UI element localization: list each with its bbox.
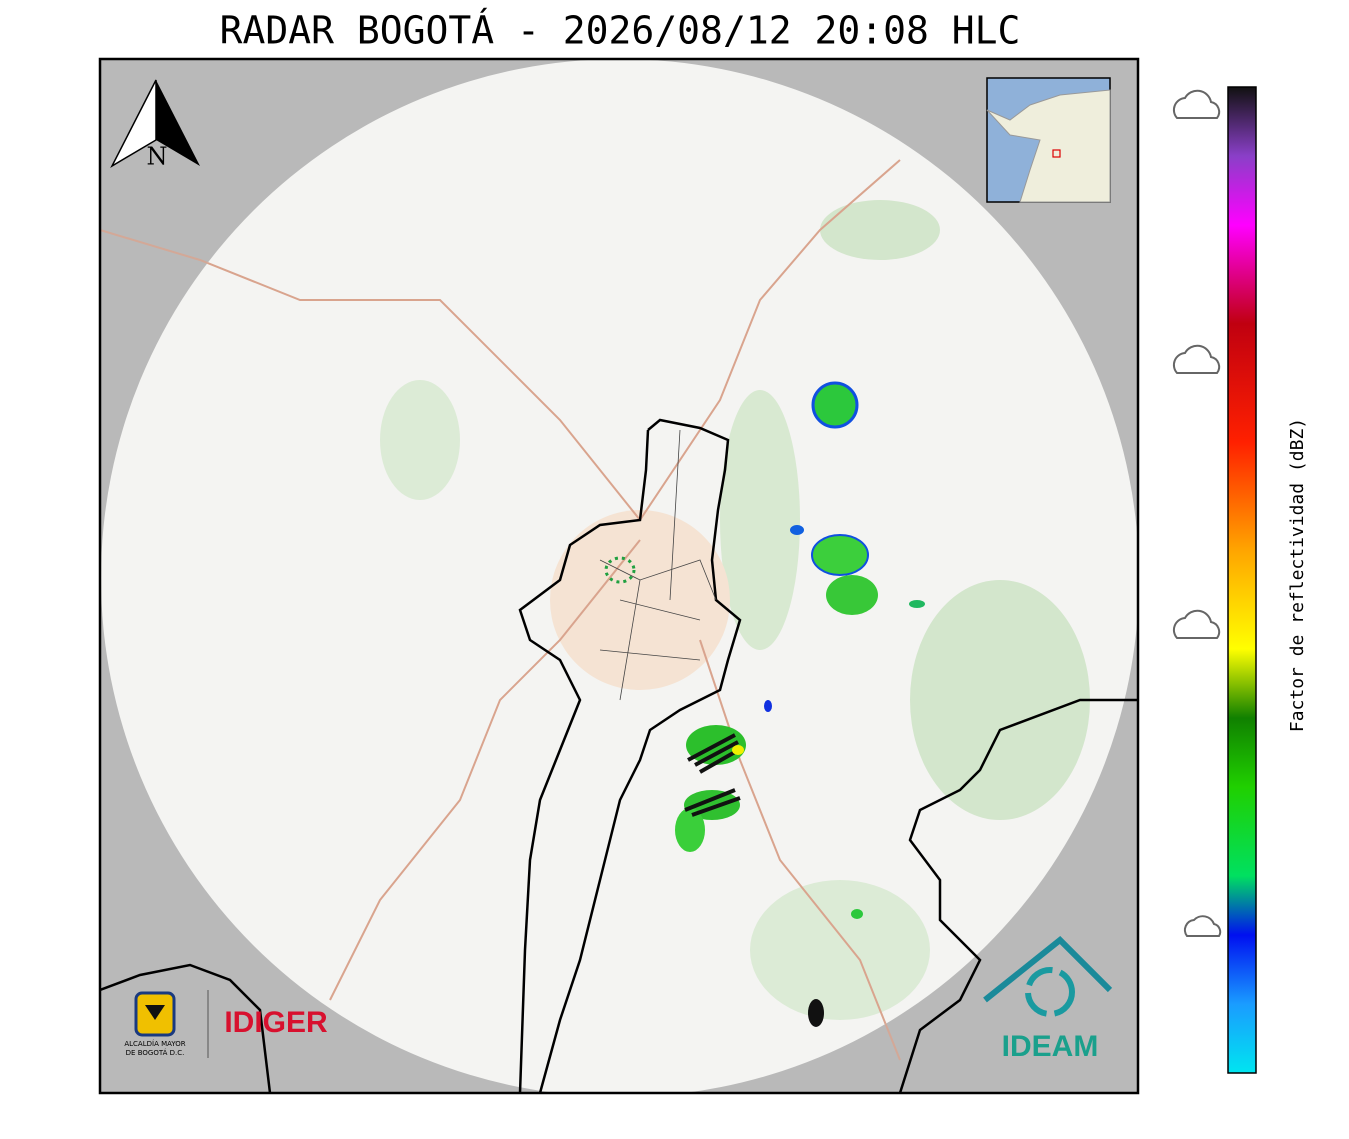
map-frame (98, 57, 1140, 1095)
colorbar-label: Factor de reflectividad (dBZ) (1287, 418, 1308, 732)
localities (599, 429, 717, 701)
inset-map (986, 77, 1111, 203)
legend-icons (1172, 89, 1222, 937)
logos: ALCALDÍA MAYOR DE BOGOTÁ D.C. IDIGER IDE… (124, 935, 1113, 1063)
idiger-logo: IDIGER (224, 1006, 328, 1039)
title: RADAR BOGOTÁ - 2026/08/12 20:08 HLC (220, 9, 1021, 53)
colorbar (1227, 86, 1257, 1074)
radar-echoes (604, 381, 925, 1027)
ideam-logo: IDEAM (1002, 1030, 1099, 1063)
boundaries (100, 418, 1138, 1093)
alcaldia-line1: ALCALDÍA MAYOR (124, 1039, 185, 1048)
terrain (101, 159, 1090, 1061)
alcaldia-line2: DE BOGOTÁ D.C. (126, 1048, 185, 1057)
north-label: N (147, 143, 168, 171)
map: N ALCALDÍA MAYOR DE BOGOTÁ D.C. IDIGER I… (100, 59, 1138, 1093)
north-arrow: N (110, 79, 200, 171)
